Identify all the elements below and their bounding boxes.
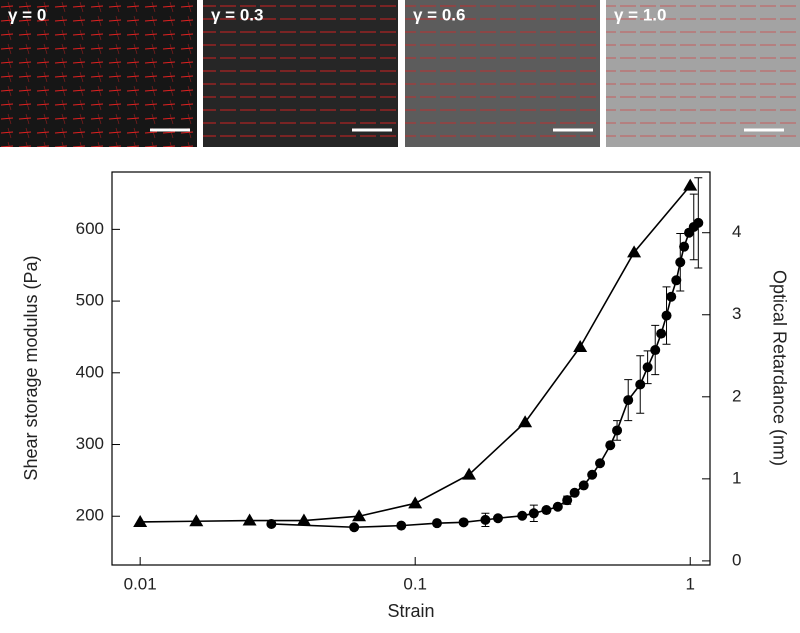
triangle-marker <box>242 513 257 526</box>
y-axis-title: Shear storage modulus (Pa) <box>21 255 41 480</box>
triangle-marker <box>518 415 533 428</box>
panel-label: γ = 1.0 <box>614 5 666 24</box>
circle-marker <box>650 345 661 356</box>
circle-marker <box>642 362 653 373</box>
triangle-marker <box>189 514 204 527</box>
circle-marker <box>396 520 407 531</box>
circle-marker <box>569 487 580 498</box>
circle-marker <box>458 517 469 528</box>
circle-marker <box>587 469 598 480</box>
y-tick-label: 400 <box>76 362 104 381</box>
circle-marker <box>552 501 563 512</box>
circle-marker <box>349 522 360 533</box>
y2-tick-label: 2 <box>732 386 741 405</box>
circle-marker <box>266 518 277 529</box>
panel-overlay <box>0 0 197 147</box>
circle-marker <box>666 291 677 302</box>
circle-marker <box>517 510 528 521</box>
circle-marker <box>595 458 606 469</box>
circle-marker <box>528 508 539 519</box>
circle-marker <box>541 505 552 516</box>
triangle-marker <box>573 339 588 352</box>
x-tick-label: 0.01 <box>124 574 157 593</box>
plot-frame <box>111 171 711 566</box>
triangle-marker <box>408 496 423 509</box>
x-tick-label: 0.1 <box>403 574 427 593</box>
image-panels: γ = 0 γ = 0.3 γ = 0.6 γ = 1.0 <box>0 0 800 147</box>
y2-tick-label: 1 <box>732 468 741 487</box>
x-axis-title: Strain <box>387 601 434 621</box>
circle-marker <box>661 310 672 321</box>
circle-marker <box>492 513 503 524</box>
y2-tick-label: 3 <box>732 304 741 323</box>
circle-marker <box>656 328 667 339</box>
y2-tick-label: 4 <box>732 222 741 241</box>
circle-marker <box>671 275 682 286</box>
circle-marker <box>480 514 491 525</box>
triangle-marker <box>133 514 148 527</box>
y-tick-label: 300 <box>76 434 104 453</box>
x-tick-label: 1 <box>685 574 694 593</box>
panel-overlay <box>203 0 398 147</box>
triangle-marker <box>296 513 311 526</box>
y-tick-label: 200 <box>76 506 104 525</box>
y-tick-label: 600 <box>76 219 104 238</box>
panel-overlay <box>606 0 800 147</box>
circle-marker <box>578 480 589 491</box>
series-line <box>271 222 699 529</box>
circle-marker <box>675 257 686 268</box>
panel-label: γ = 0.6 <box>413 5 465 24</box>
circle-marker <box>623 395 634 406</box>
circle-marker <box>431 518 442 529</box>
triangle-marker <box>683 178 698 191</box>
series-line <box>140 185 691 523</box>
panel-label: γ = 0 <box>8 5 46 24</box>
circle-marker <box>605 440 616 451</box>
y-tick-label: 500 <box>76 291 104 310</box>
circle-marker <box>679 241 690 252</box>
panel-label: γ = 0.3 <box>211 5 263 24</box>
triangle-marker <box>462 467 477 480</box>
circle-marker <box>612 425 623 436</box>
y2-axis-title: Optical Retardance (nm) <box>769 270 789 466</box>
circle-marker <box>693 217 704 228</box>
triangle-marker <box>352 509 367 522</box>
panel-overlay <box>405 0 600 147</box>
circle-marker <box>562 495 573 506</box>
circle-marker <box>635 379 646 390</box>
y2-tick-label: 0 <box>732 550 741 569</box>
triangle-marker <box>627 245 642 258</box>
